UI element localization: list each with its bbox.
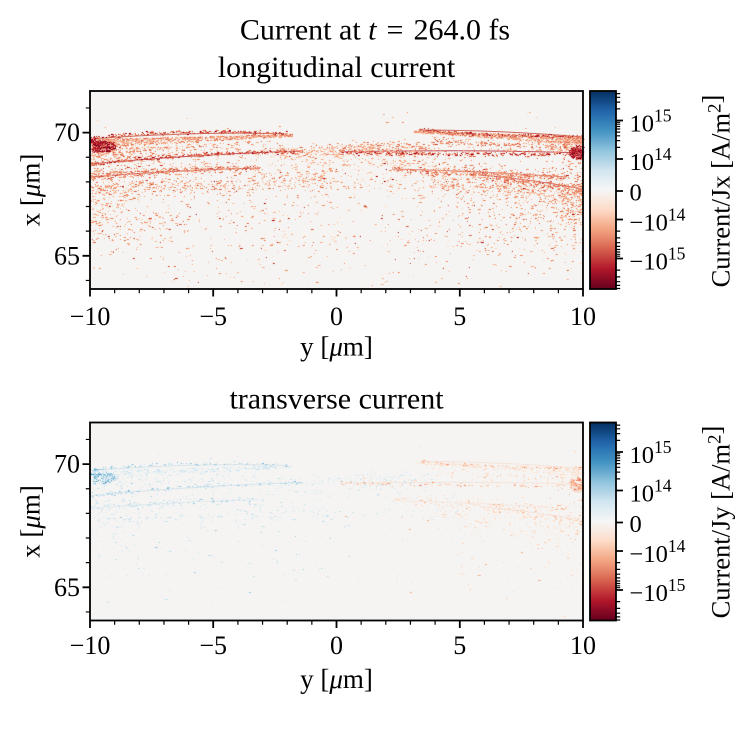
svg-text:0: 0: [330, 631, 343, 660]
svg-text:0: 0: [330, 302, 343, 331]
svg-text:−10: −10: [70, 302, 111, 331]
svg-text:−1015: −1015: [630, 243, 686, 275]
svg-text:longitudinal current: longitudinal current: [218, 51, 456, 84]
svg-text:0: 0: [630, 179, 642, 206]
svg-text:y [μm]: y [μm]: [300, 332, 373, 362]
svg-text:70: 70: [54, 118, 80, 147]
svg-text:transverse current: transverse current: [229, 383, 444, 416]
svg-text:5: 5: [453, 631, 466, 660]
svg-text:10: 10: [570, 302, 596, 331]
svg-text:0: 0: [630, 511, 642, 538]
svg-text:70: 70: [54, 450, 80, 479]
svg-text:10: 10: [570, 631, 596, 660]
svg-text:x [μm]: x [μm]: [16, 154, 46, 227]
svg-text:1014: 1014: [630, 144, 672, 176]
svg-text:5: 5: [453, 302, 466, 331]
svg-text:Current at t = 264.0 fs: Current at t = 264.0 fs: [240, 14, 510, 47]
svg-text:−5: −5: [199, 302, 227, 331]
svg-text:−5: −5: [199, 631, 227, 660]
svg-text:−10: −10: [70, 631, 111, 660]
svg-text:x [μm]: x [μm]: [16, 485, 46, 558]
svg-text:65: 65: [54, 573, 80, 602]
svg-text:y [μm]: y [μm]: [300, 664, 373, 694]
svg-text:65: 65: [54, 241, 80, 270]
